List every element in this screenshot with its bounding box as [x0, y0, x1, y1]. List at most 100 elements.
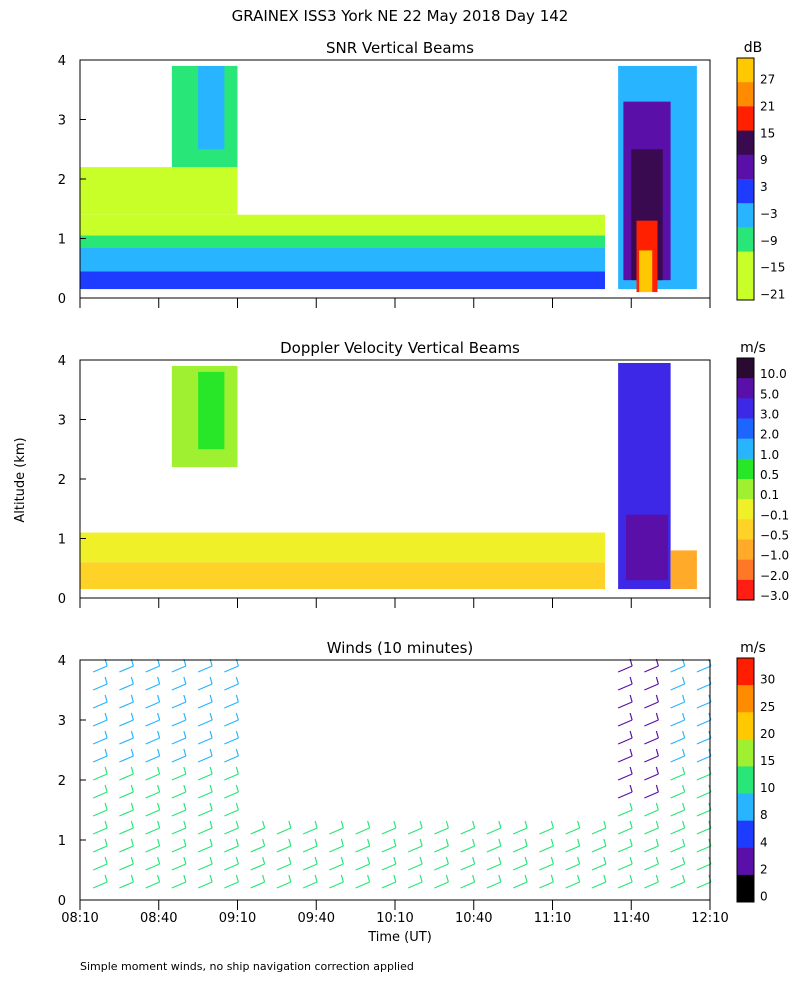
wind-barb — [250, 827, 265, 835]
wind-barb — [250, 863, 265, 871]
wind-barb — [224, 791, 239, 799]
wind-barb — [696, 791, 712, 799]
wind-barb-flag — [104, 856, 108, 865]
wind-barb — [329, 827, 344, 835]
wind-barb-flag — [472, 838, 476, 847]
wind-barb-flag — [367, 874, 371, 883]
wind-barb-flag — [104, 784, 108, 793]
wind-barb — [119, 773, 134, 781]
wind-barb-flag — [209, 676, 213, 685]
wind-barb — [92, 719, 108, 727]
colorbar-tick-label: 15 — [760, 754, 775, 768]
wind-barb-flag — [183, 874, 187, 883]
colorbar-tick-label: 9 — [760, 153, 768, 167]
y-tick-label: 1 — [58, 834, 66, 849]
wind-barb-flag — [314, 874, 318, 883]
wind-barb-flag — [209, 730, 213, 739]
wind-barb — [617, 755, 633, 763]
wind-barb — [617, 737, 633, 745]
wind-barb — [197, 881, 213, 889]
wind-barb-flag — [393, 856, 397, 865]
wind-barb — [197, 791, 213, 799]
wind-barb — [486, 845, 502, 853]
wind-barb-flag — [130, 856, 134, 865]
wind-barb — [670, 863, 685, 871]
y-tick-label: 2 — [58, 173, 66, 188]
wind-barb — [197, 719, 213, 727]
wind-barb-flag — [104, 730, 108, 739]
colorbar-segment — [737, 579, 754, 601]
wind-barb — [92, 701, 108, 709]
colorbar-segment — [737, 418, 754, 440]
colorbar-tick-label: −0.5 — [760, 528, 789, 542]
colorbar-segment — [737, 358, 754, 379]
wind-barb — [644, 665, 659, 673]
colorbar-unit: m/s — [740, 340, 766, 356]
wind-barb — [434, 863, 449, 871]
wind-barb-flag — [498, 820, 502, 829]
wind-barb — [119, 719, 134, 727]
wind-barb-flag — [682, 838, 686, 847]
wind-barb-flag — [235, 802, 239, 811]
wind-barb — [670, 755, 685, 763]
wind-barb-flag — [629, 874, 633, 883]
wind-barb-flag — [419, 856, 423, 865]
wind-barb — [302, 881, 318, 889]
wind-barb-flag — [209, 712, 213, 721]
wind-barb-flag — [603, 856, 607, 865]
wind-barb — [171, 791, 187, 799]
wind-barb-flag — [655, 676, 659, 685]
wind-barb — [644, 845, 659, 853]
panel-title-snr: SNR Vertical Beams — [326, 39, 474, 57]
wind-barb — [197, 809, 213, 817]
wind-barb — [302, 845, 318, 853]
wind-barb — [670, 719, 685, 727]
wind-barb-flag — [340, 874, 344, 883]
colorbar-tick-label: 20 — [760, 727, 775, 741]
wind-barb-flag — [104, 874, 108, 883]
colorbar-segment — [737, 203, 754, 228]
colorbar-segment — [737, 154, 754, 180]
wind-barb — [617, 773, 633, 781]
wind-barb — [197, 701, 213, 709]
wind-barb — [197, 773, 213, 781]
x-tick-label: 09:40 — [298, 911, 335, 926]
colorbar-tick-label: 4 — [760, 835, 768, 849]
colorbar-frame — [736, 357, 755, 601]
wind-barb — [171, 881, 187, 889]
wind-barb-flag — [262, 820, 266, 829]
wind-barb — [145, 755, 160, 763]
y-tick-label: 1 — [58, 233, 66, 248]
wind-barb-flag — [130, 820, 134, 829]
wind-barb-flag — [183, 694, 187, 703]
colorbar-tick-label: 5.0 — [760, 387, 779, 401]
colorbar-tick-label: 2.0 — [760, 428, 779, 442]
wind-barb-flag — [603, 820, 607, 829]
wind-barb-flag — [157, 838, 161, 847]
wind-barb-flag — [445, 838, 449, 847]
wind-barb-flag — [629, 730, 633, 739]
wind-barb — [539, 845, 554, 853]
colorbar-tick-label: 0.5 — [760, 468, 779, 482]
wind-barb — [197, 827, 213, 835]
wind-barb-flag — [550, 874, 554, 883]
wind-barb — [512, 881, 528, 889]
wind-barb-flag — [655, 802, 659, 811]
wind-barb-flag — [314, 856, 318, 865]
wind-barb-flag — [655, 694, 659, 703]
wind-barb — [145, 827, 160, 835]
wind-barb — [276, 863, 292, 871]
wind-barb — [407, 827, 423, 835]
wind-barb — [460, 881, 475, 889]
wind-barb-flag — [157, 730, 161, 739]
wind-barb — [565, 881, 580, 889]
data-region — [80, 235, 605, 248]
wind-barb — [460, 827, 475, 835]
wind-barb — [224, 719, 239, 727]
wind-barb-flag — [629, 784, 633, 793]
wind-barb — [434, 845, 449, 853]
wind-barb-flag — [419, 820, 423, 829]
wind-barb — [224, 701, 239, 709]
wind-barb — [670, 881, 685, 889]
wind-barb-flag — [682, 712, 686, 721]
